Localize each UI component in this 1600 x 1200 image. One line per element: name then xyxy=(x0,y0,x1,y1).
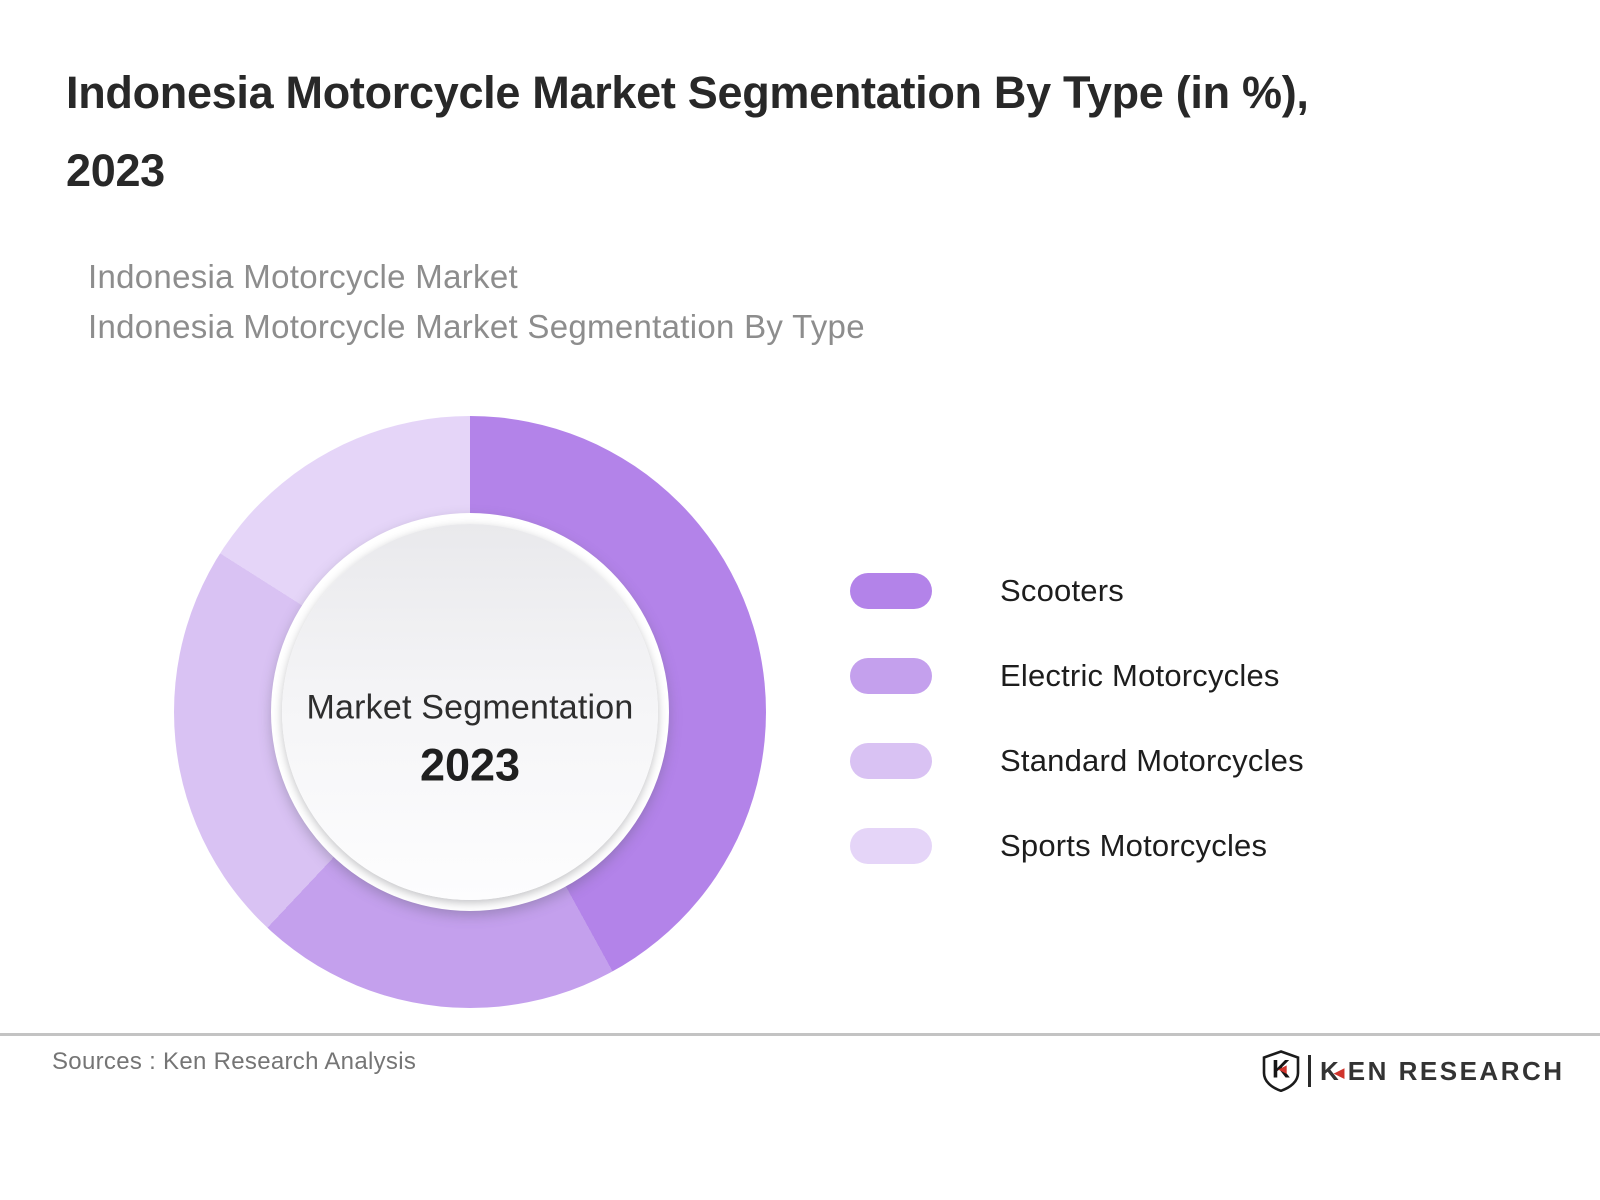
page-title: Indonesia Motorcycle Market Segmentation… xyxy=(66,54,1556,210)
legend-item: Scooters xyxy=(850,573,1304,609)
legend-swatch xyxy=(850,658,932,694)
page-title-line2: 2023 xyxy=(66,145,165,196)
legend-label: Sports Motorcycles xyxy=(1000,828,1268,863)
donut-center-label: Market Segmentation 2023 xyxy=(307,689,634,792)
legend-item: Sports Motorcycles xyxy=(850,828,1304,864)
donut-inner-disc xyxy=(282,524,658,900)
legend-label: Standard Motorcycles xyxy=(1000,743,1304,778)
legend-label: Electric Motorcycles xyxy=(1000,658,1280,693)
legend-swatch xyxy=(850,743,932,779)
shield-red-triangle-icon: ◀ xyxy=(1278,1063,1287,1076)
legend-swatch xyxy=(850,573,932,609)
chart-subtitle: Indonesia Motorcycle Market Indonesia Mo… xyxy=(88,252,1188,352)
legend-item: Electric Motorcycles xyxy=(850,658,1304,694)
logo-wordmark: K◀EN RESEARCH xyxy=(1320,1056,1565,1087)
logo-red-triangle-icon: ◀ xyxy=(1334,1064,1347,1080)
page-title-line1: Indonesia Motorcycle Market Segmentation… xyxy=(66,67,1309,118)
legend-item: Standard Motorcycles xyxy=(850,743,1304,779)
sources-note: Sources : Ken Research Analysis xyxy=(52,1048,417,1075)
logo-letter-k: K xyxy=(1320,1055,1342,1086)
shield-k-letter: K xyxy=(1271,1055,1291,1084)
logo-letters-rest: EN RESEARCH xyxy=(1347,1055,1565,1086)
footer-divider xyxy=(0,1033,1600,1036)
legend-swatch xyxy=(850,828,932,864)
chart-subtitle-line2: Indonesia Motorcycle Market Segmentation… xyxy=(88,308,865,345)
shield-k-icon: K ◀ xyxy=(1262,1050,1300,1092)
donut-center-year: 2023 xyxy=(419,739,521,791)
chart-subtitle-line1: Indonesia Motorcycle Market xyxy=(88,258,518,295)
legend-label: Scooters xyxy=(1000,573,1124,608)
donut-chart: Market Segmentation 2023 xyxy=(174,416,766,1008)
logo-divider xyxy=(1308,1055,1311,1087)
chart-legend: Scooters Electric Motorcycles Standard Mot… xyxy=(850,573,1304,913)
ken-research-logo: K ◀ K◀EN RESEARCH xyxy=(1262,1050,1565,1092)
donut-center-text: Market Segmentation xyxy=(306,688,634,727)
